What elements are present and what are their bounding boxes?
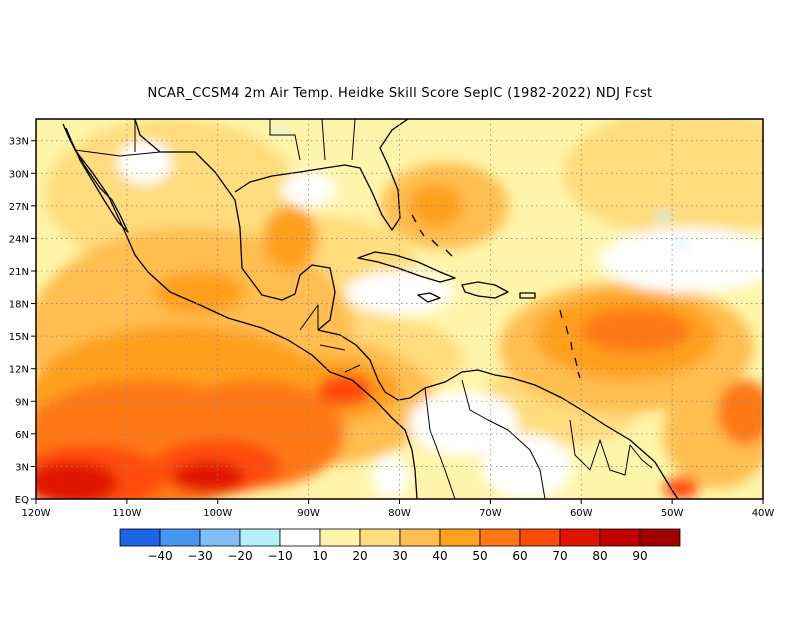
coastline-baja <box>62 123 129 233</box>
colorbar: −40 −30 −20 −10 10 20 30 40 50 60 70 80 90 <box>119 528 681 563</box>
colorbar-label: −40 <box>147 549 172 563</box>
skill-region-23 <box>172 461 246 494</box>
colorbar-swatch-12 <box>599 528 641 547</box>
skill-region-33 <box>372 455 409 499</box>
skill-region-22 <box>36 461 118 499</box>
skill-region-36 <box>276 125 286 135</box>
x-tick-label: 70W <box>479 508 502 519</box>
colorbar-swatch-9 <box>479 528 521 547</box>
skill-region-16 <box>581 309 691 353</box>
coastline-pacific <box>65 129 418 499</box>
y-tick-label: 27N <box>9 202 29 213</box>
coastline-cuba <box>357 251 456 283</box>
colorbar-swatch-3 <box>239 528 281 547</box>
border-us-mexico <box>74 149 161 157</box>
coastline-us-gulf <box>234 119 409 231</box>
coastline-jamaica <box>417 292 441 303</box>
x-tick-label: 40W <box>752 508 775 519</box>
x-tick-label: 120W <box>22 508 51 519</box>
skill-region-28 <box>344 271 455 315</box>
skill-region-25 <box>263 205 318 271</box>
colorbar-swatch-4 <box>279 528 321 547</box>
colorbar-swatch-5 <box>319 528 361 547</box>
colorbar-label: 60 <box>512 549 527 563</box>
y-tick-label: 15N <box>9 332 29 343</box>
gridlines <box>36 119 763 499</box>
colorbar-swatch-13 <box>639 528 681 547</box>
border-guyanas <box>569 419 653 476</box>
colorbar-swatch-8 <box>439 528 481 547</box>
y-tick-label: 18N <box>9 300 29 311</box>
colorbar-label: 90 <box>632 549 647 563</box>
y-tick-label: 6N <box>15 430 29 441</box>
coastline-south-america <box>409 369 679 499</box>
colorbar-label: 40 <box>432 549 447 563</box>
map-title: NCAR_CCSM4 2m Air Temp. Heidke Skill Sco… <box>147 86 653 101</box>
colorbar-label: −10 <box>267 549 292 563</box>
y-tick-label: 24N <box>9 234 29 245</box>
y-tick-label: 3N <box>15 462 29 473</box>
skill-region-21 <box>663 477 700 499</box>
y-axis: EQ 3N 6N 9N 12N 15N 18N 21N 24N 27N 30N 33N <box>9 137 36 506</box>
x-tick-label: 80W <box>388 508 411 519</box>
skill-region-17 <box>717 379 763 445</box>
y-tick-label: 33N <box>9 137 29 148</box>
border-us-states <box>134 119 356 161</box>
skill-region-24 <box>154 271 246 315</box>
coastline-gulf <box>134 119 336 331</box>
colorbar-label: 30 <box>392 549 407 563</box>
colorbar-swatch-2 <box>199 528 241 547</box>
colorbar-label: 10 <box>312 549 327 563</box>
coastline-hispaniola <box>461 281 509 299</box>
x-tick-label: 60W <box>570 508 593 519</box>
skill-region-34 <box>657 210 669 224</box>
colorbar-swatch-11 <box>559 528 601 547</box>
colorbar-label: −20 <box>227 549 252 563</box>
skill-region-13 <box>408 184 464 228</box>
border-venezuela-colombia <box>461 379 546 499</box>
x-tick-label: 50W <box>661 508 684 519</box>
skill-region-20 <box>317 374 373 407</box>
coastline-antilles <box>411 214 581 379</box>
coastline-puerto-rico <box>519 292 536 299</box>
x-tick-label: 90W <box>297 508 320 519</box>
coastline-caribbean-ca <box>317 329 411 401</box>
x-tick-label: 110W <box>112 508 141 519</box>
x-tick-label: 100W <box>203 508 232 519</box>
coastlines <box>62 119 679 499</box>
skill-shading <box>36 119 763 499</box>
border-colombia-inland <box>424 387 456 499</box>
colorbar-swatch-1 <box>159 528 201 547</box>
colorbar-swatch-6 <box>359 528 401 547</box>
x-axis: 120W 110W 100W 90W 80W 70W 60W 50W 40W <box>22 499 775 519</box>
colorbar-swatch-10 <box>519 528 561 547</box>
skill-region-30 <box>117 140 173 185</box>
colorbar-label: 80 <box>592 549 607 563</box>
y-tick-label: 12N <box>9 365 29 376</box>
y-tick-label: 21N <box>9 267 29 278</box>
colorbar-swatch-0 <box>119 528 161 547</box>
y-tick-label: EQ <box>15 495 29 506</box>
colorbar-label: 20 <box>352 549 367 563</box>
colorbar-label: 50 <box>472 549 487 563</box>
y-tick-label: 9N <box>15 397 29 408</box>
colorbar-swatch-7 <box>399 528 441 547</box>
skill-region-29 <box>599 227 763 293</box>
skill-region-35 <box>676 238 686 250</box>
y-tick-label: 30N <box>9 169 29 180</box>
skill-region-1 <box>563 119 763 239</box>
colorbar-label: 70 <box>552 549 567 563</box>
colorbar-label: −30 <box>187 549 212 563</box>
